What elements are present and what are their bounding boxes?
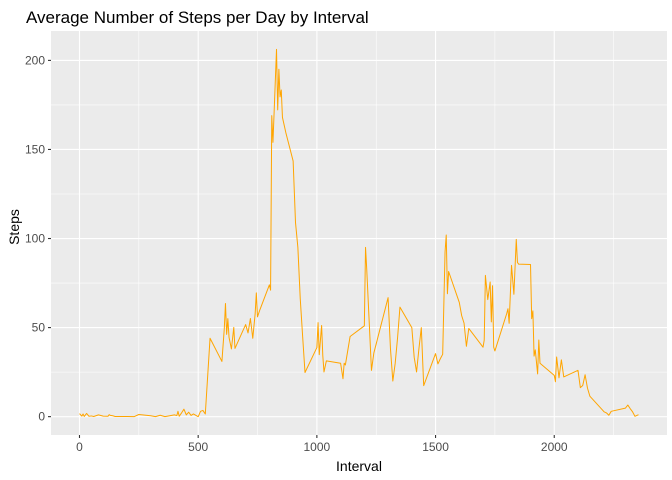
x-tick-label: 1500 bbox=[422, 440, 449, 454]
x-tick-label: 0 bbox=[76, 440, 83, 454]
y-tick-label: 200 bbox=[25, 53, 45, 67]
chart-title: Average Number of Steps per Day by Inter… bbox=[26, 8, 369, 27]
y-tick-label: 0 bbox=[38, 410, 45, 424]
x-axis-title: Interval bbox=[336, 458, 382, 474]
x-tick-label: 2000 bbox=[541, 440, 568, 454]
x-tick-label: 1000 bbox=[304, 440, 331, 454]
y-tick-label: 100 bbox=[25, 232, 45, 246]
x-axis: 0 500 1000 1500 2000 bbox=[76, 435, 568, 454]
major-gridlines bbox=[51, 31, 667, 435]
plot-panel bbox=[51, 31, 667, 435]
minor-gridlines bbox=[51, 31, 667, 435]
y-tick-label: 50 bbox=[32, 321, 46, 335]
y-axis: 0 50 100 150 200 bbox=[25, 53, 51, 424]
y-axis-title: Steps bbox=[6, 209, 22, 245]
series-line-average-steps bbox=[79, 48, 639, 418]
x-tick-label: 500 bbox=[188, 440, 208, 454]
y-tick-label: 150 bbox=[25, 142, 45, 156]
